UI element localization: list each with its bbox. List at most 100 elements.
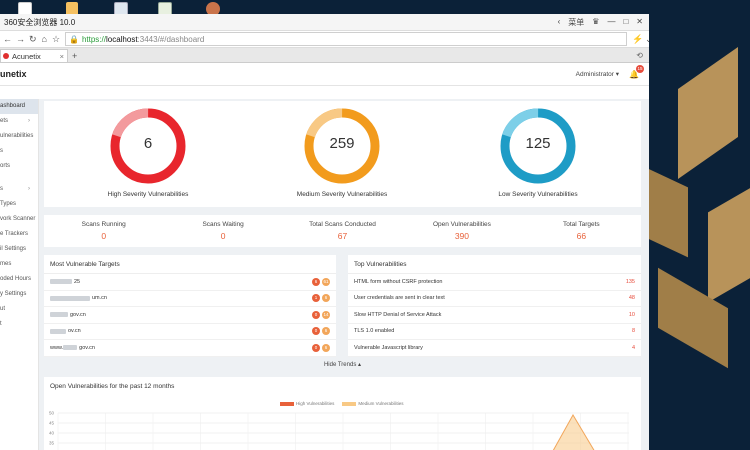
sidebar-item[interactable]: Types: [0, 197, 38, 212]
sidebar-item[interactable]: ashboard: [0, 99, 38, 114]
sidebar-item[interactable]: vork Scanner: [0, 212, 38, 227]
medium-count-badge: 6: [322, 327, 330, 336]
redacted-text: [50, 295, 90, 301]
severity-donut[interactable]: 259 Medium Severity Vulnerabilities: [297, 107, 387, 198]
tab-acunetix[interactable]: Acunetix ×: [0, 49, 68, 62]
user-menu[interactable]: Administrator ▾: [575, 71, 620, 78]
hide-trends-label: Hide Trends: [323, 362, 357, 368]
target-row[interactable]: www. gov.cn 0 6: [44, 340, 336, 357]
sidebar-item-label: y Settings: [0, 291, 27, 297]
sidebar-item-label: ashboard: [0, 103, 26, 109]
hide-trends-toggle[interactable]: Hide Trends ▴: [323, 362, 362, 368]
stat-item[interactable]: Total Targets 66: [522, 215, 641, 247]
vulnerability-count: 8: [631, 328, 635, 335]
target-row[interactable]: um.cn 1 6: [44, 291, 336, 307]
url-input[interactable]: 🔒 https:// localhost :3443/#/dashboard: [64, 32, 627, 46]
home-icon[interactable]: ⌂: [41, 34, 47, 44]
reload-icon[interactable]: ↻: [29, 33, 37, 44]
severity-pills: 0 14: [312, 310, 330, 319]
severity-donut[interactable]: 6 High Severity Vulnerabilities: [108, 107, 188, 198]
folder-icon[interactable]: [66, 2, 78, 17]
stat-item[interactable]: Scans Waiting 0: [163, 215, 282, 247]
vulnerability-count: 10: [628, 311, 635, 318]
donut-ring: [304, 108, 380, 184]
url-host: localhost: [105, 34, 138, 44]
avatar-icon[interactable]: [206, 2, 220, 16]
stat-label: Scans Waiting: [202, 221, 244, 228]
stat-item[interactable]: Total Scans Conducted 67: [283, 215, 402, 247]
medium-count-badge: 14: [322, 310, 330, 319]
forward-icon[interactable]: →: [16, 34, 25, 44]
sidebar-item[interactable]: t: [0, 317, 38, 332]
stat-label: Total Targets: [562, 221, 600, 228]
legend-medium[interactable]: Medium Vulnerabilities: [342, 401, 403, 406]
sidebar-item-label: ets: [0, 118, 9, 124]
donut-ring: [500, 108, 576, 184]
app-body: ashboard ets › ulnerabilities s orts s › Types vo…: [0, 99, 649, 450]
sidebar-item[interactable]: ulnerabilities: [0, 129, 38, 144]
menu-label[interactable]: 菜单: [568, 17, 585, 27]
close-icon[interactable]: ✕: [636, 16, 643, 26]
lightning-icon[interactable]: ⚡: [631, 33, 644, 44]
vulnerability-row[interactable]: Slow HTTP Denial of Service Attack 10: [348, 307, 641, 324]
acunetix-logo[interactable]: unetix: [0, 69, 27, 79]
vulnerability-name: Vulnerable Javascript library: [354, 344, 423, 351]
top-vulnerabilities-title: Top Vulnerabilities: [348, 255, 641, 274]
notification-badge: 15: [636, 64, 644, 73]
sidebar-item[interactable]: mes: [0, 257, 38, 272]
sidebar-item-label: ut: [0, 306, 6, 312]
sidebar-item[interactable]: oded Hours: [0, 272, 38, 287]
most-vulnerable-title: Most Vulnerable Targets: [44, 255, 336, 274]
url-scheme: https://: [81, 34, 106, 44]
skin-icon[interactable]: ♛: [592, 16, 600, 26]
chevron-right-icon: ›: [28, 118, 30, 124]
severity-label: Low Severity Vulnerabilities: [498, 191, 578, 198]
notifications-bell-icon[interactable]: 🔔 15: [629, 64, 644, 79]
back-icon[interactable]: ←: [3, 34, 12, 44]
sidebar-item-label: ulnerabilities: [0, 133, 34, 139]
dropdown-chevron-icon[interactable]: ⌄: [644, 33, 649, 44]
sidebar-item[interactable]: ets ›: [0, 114, 38, 129]
legend-high[interactable]: High Vulnerabilities: [280, 401, 334, 406]
sidebar-item[interactable]: s ›: [0, 182, 38, 197]
stat-item[interactable]: Scans Running 0: [44, 215, 163, 247]
severity-donut[interactable]: 125 Low Severity Vulnerabilities: [498, 107, 578, 198]
maximize-icon[interactable]: □: [623, 16, 629, 26]
acunetix-favicon-icon: [3, 53, 9, 59]
y-tick-label: 45: [49, 421, 55, 426]
target-row[interactable]: gov.cn 0 14: [44, 307, 336, 324]
target-row[interactable]: ov.cn 0 6: [44, 324, 336, 340]
sidebar-item-label: il Settings: [0, 246, 27, 252]
top-vulnerabilities-card: Top Vulnerabilities HTML form without CS…: [348, 255, 641, 357]
sidebar-item[interactable]: e Trackers: [0, 227, 38, 242]
sidebar-item[interactable]: y Settings: [0, 287, 38, 302]
restore-tab-icon[interactable]: ⟲: [636, 51, 643, 60]
bookmark-star-icon[interactable]: ☆: [51, 33, 61, 44]
sidebar-item-label: s: [0, 186, 3, 192]
scan-stats-card: Scans Running 0 Scans Waiting 0 Total Scans …: [44, 215, 641, 247]
severity-count: 259: [329, 135, 355, 152]
medium-count-badge: 6: [322, 294, 330, 303]
most-vulnerable-targets-card: Most Vulnerable Targets 25 6 61 um.cn 1 6 gov.…: [44, 255, 336, 357]
open-vulnerabilities-trend-card: Open Vulnerabilities for the past 12 mon…: [44, 377, 641, 450]
stat-label: Open Vulnerabilities: [432, 221, 491, 228]
target-address: ov.cn: [68, 328, 81, 335]
vulnerability-row[interactable]: TLS 1.0 enabled 8: [348, 324, 641, 340]
vulnerability-row[interactable]: User credentials are sent in clear text 4…: [348, 291, 641, 307]
severity-pills: 6 61: [312, 277, 330, 286]
legend-medium-label: Medium Vulnerabilities: [358, 401, 404, 406]
vulnerability-row[interactable]: HTML form without CSRF protection 135: [348, 274, 641, 291]
medium-count-badge: 6: [322, 343, 330, 352]
tab-close-icon[interactable]: ×: [59, 51, 64, 61]
medium-series-area: [552, 413, 595, 450]
target-row[interactable]: 25 6 61: [44, 274, 336, 291]
sidebar-item[interactable]: orts: [0, 159, 38, 174]
vulnerability-row[interactable]: Vulnerable Javascript library 4: [348, 340, 641, 357]
new-tab-button[interactable]: +: [72, 51, 78, 61]
sidebar-item[interactable]: ut: [0, 302, 38, 317]
stat-item[interactable]: Open Vulnerabilities 390: [402, 215, 521, 247]
sidebar-item[interactable]: s: [0, 144, 38, 159]
sidebar-item[interactable]: il Settings: [0, 242, 38, 257]
minimize-icon[interactable]: —: [607, 16, 616, 26]
back-arrow-icon[interactable]: ‹: [557, 16, 561, 26]
